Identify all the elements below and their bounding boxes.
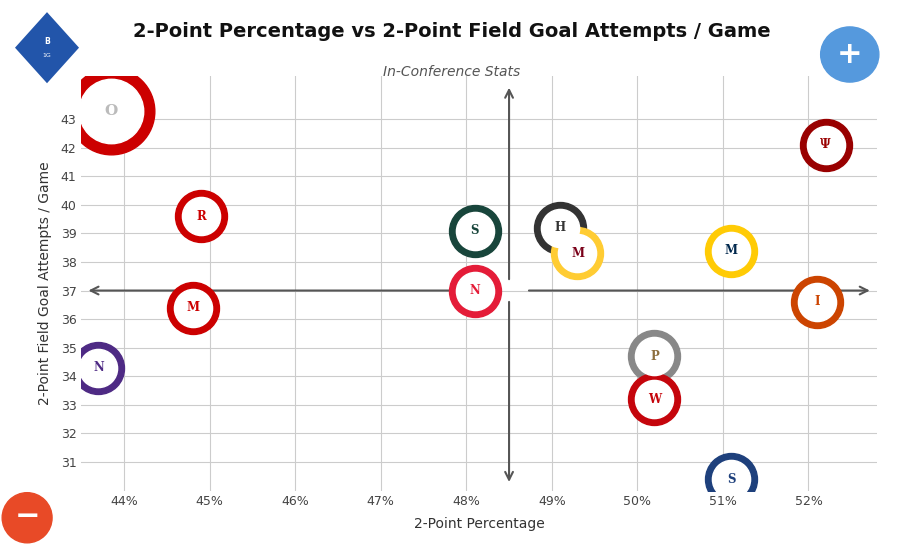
Polygon shape — [13, 9, 81, 86]
Circle shape — [820, 27, 878, 82]
Text: 1G: 1G — [42, 53, 51, 58]
Text: S: S — [470, 224, 479, 237]
Text: R: R — [196, 210, 206, 223]
Text: W: W — [647, 392, 660, 405]
Text: Ψ: Ψ — [819, 138, 830, 152]
Text: I: I — [814, 295, 819, 308]
Text: M: M — [571, 247, 583, 260]
Text: B: B — [44, 38, 50, 46]
Text: In-Conference Stats: In-Conference Stats — [383, 64, 520, 78]
Y-axis label: 2-Point Field Goal Attempts / Game: 2-Point Field Goal Attempts / Game — [38, 161, 52, 405]
Text: −: − — [14, 501, 40, 531]
Text: H: H — [554, 221, 565, 234]
Text: 2-Point Percentage vs 2-Point Field Goal Attempts / Game: 2-Point Percentage vs 2-Point Field Goal… — [133, 22, 770, 41]
Text: N: N — [93, 361, 104, 374]
Text: N: N — [469, 284, 479, 297]
Circle shape — [2, 493, 52, 543]
Text: M: M — [724, 244, 737, 257]
Text: S: S — [726, 473, 735, 486]
Text: O: O — [105, 104, 117, 118]
Text: P: P — [649, 350, 658, 363]
X-axis label: 2-Point Percentage: 2-Point Percentage — [414, 517, 544, 531]
Text: M: M — [186, 301, 199, 314]
Text: +: + — [836, 40, 861, 69]
